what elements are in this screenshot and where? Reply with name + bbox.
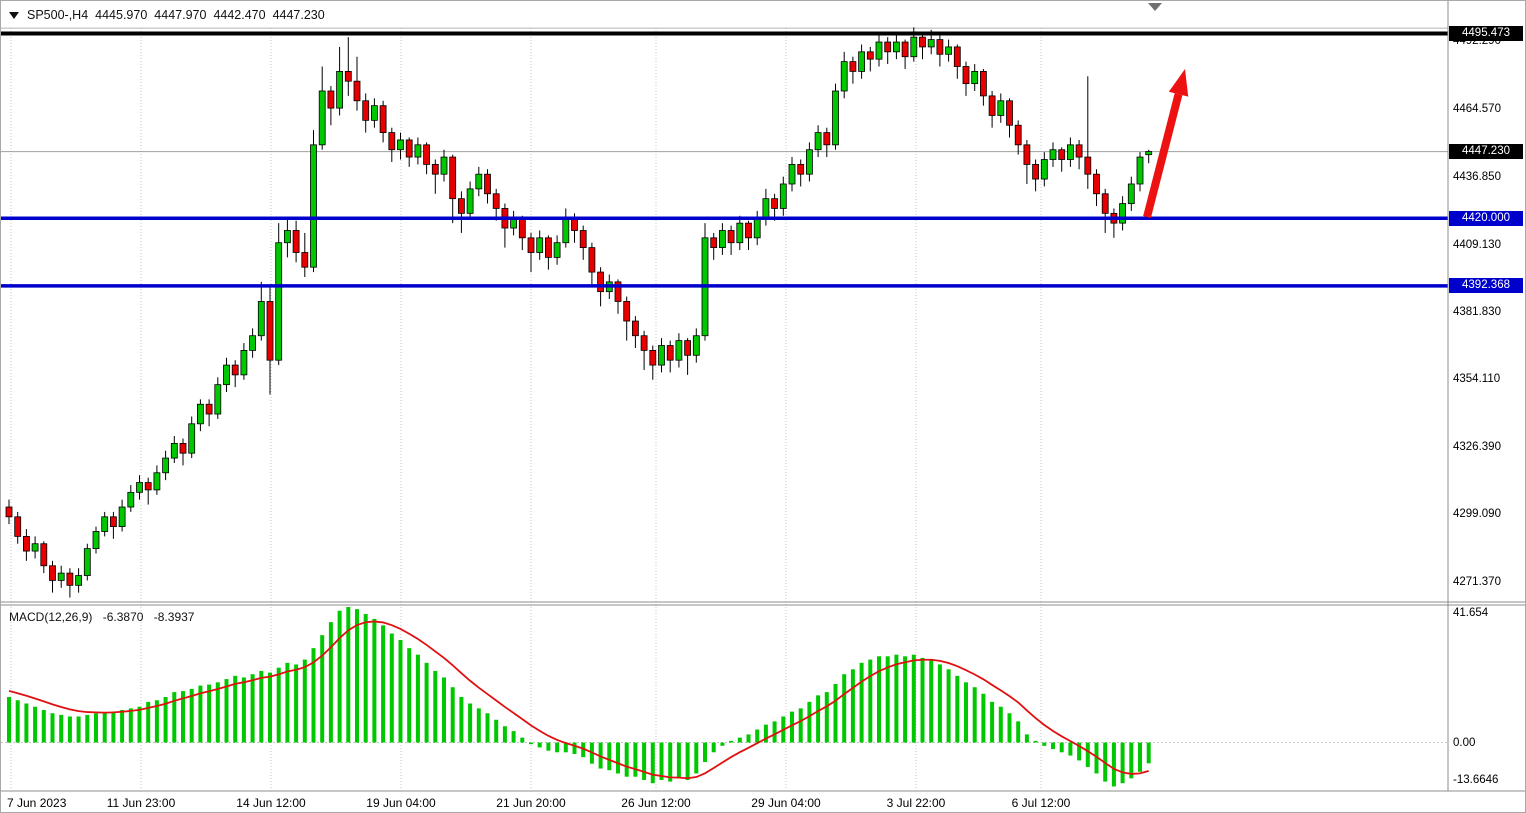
- macd-axis-label: 41.654: [1453, 607, 1489, 619]
- symbol-info-bar: SP500-,H4 4445.970 4447.970 4442.470 444…: [9, 8, 325, 22]
- current-price-label: 4447.230: [1449, 144, 1523, 160]
- time-axis[interactable]: 7 Jun 2023 11 Jun 23:00 14 Jun 12:00 19 Jun…: [1, 794, 1448, 812]
- price-axis-label: 4299.090: [1453, 508, 1501, 521]
- price-axis-label: 4436.850: [1453, 171, 1501, 183]
- price-axis-label: 4326.390: [1453, 441, 1501, 454]
- open-value: 4445.970: [95, 8, 148, 22]
- price-axis-label: 4354.110: [1453, 373, 1501, 386]
- time-axis-label: 21 Jun 20:00: [496, 796, 566, 810]
- high-value: 4447.970: [154, 8, 207, 22]
- time-axis-label: 6 Jul 12:00: [1011, 796, 1071, 810]
- time-axis-label: 11 Jun 23:00: [106, 796, 176, 810]
- macd-signal-value: -8.3937: [153, 610, 195, 624]
- time-axis-label: 3 Jul 22:00: [886, 796, 946, 810]
- price-axis-label: 4409.130: [1453, 238, 1501, 251]
- chart-shift-marker-icon[interactable]: [1148, 3, 1162, 11]
- price-axis-label: 4464.570: [1453, 103, 1501, 116]
- quick-trade-arrow-icon[interactable]: [9, 11, 19, 19]
- macd-indicator-label: MACD(12,26,9) -6.3870 -8.3937: [9, 610, 194, 624]
- price-axis-label: 4381.830: [1453, 305, 1501, 318]
- trend-arrow-head: [1168, 69, 1189, 97]
- price-axis-label: 4271.370: [1453, 575, 1501, 588]
- close-value: 4447.230: [272, 8, 325, 22]
- symbol-period-label: SP500-,H4: [27, 8, 89, 22]
- price-axis[interactable]: [1449, 1, 1525, 791]
- macd-axis-label: -13.6646: [1453, 774, 1499, 786]
- macd-name: MACD(12,26,9): [9, 610, 93, 624]
- low-value: 4442.470: [213, 8, 266, 22]
- time-axis-label: 19 Jun 04:00: [366, 796, 436, 810]
- time-axis-label: 26 Jun 12:00: [621, 796, 691, 810]
- time-axis-label: 14 Jun 12:00: [236, 796, 306, 810]
- support2-price-label: 4392.368: [1449, 278, 1523, 294]
- support1-price-label: 4420.000: [1449, 210, 1523, 226]
- time-axis-label: 29 Jun 04:00: [751, 796, 821, 810]
- macd-axis-label: 0.00: [1453, 736, 1476, 749]
- trend-arrow-shaft: [1143, 93, 1183, 218]
- resistance-price-label: 4495.473: [1449, 26, 1523, 42]
- time-axis-label: 7 Jun 2023: [7, 796, 67, 810]
- macd-main-value: -6.3870: [102, 610, 144, 624]
